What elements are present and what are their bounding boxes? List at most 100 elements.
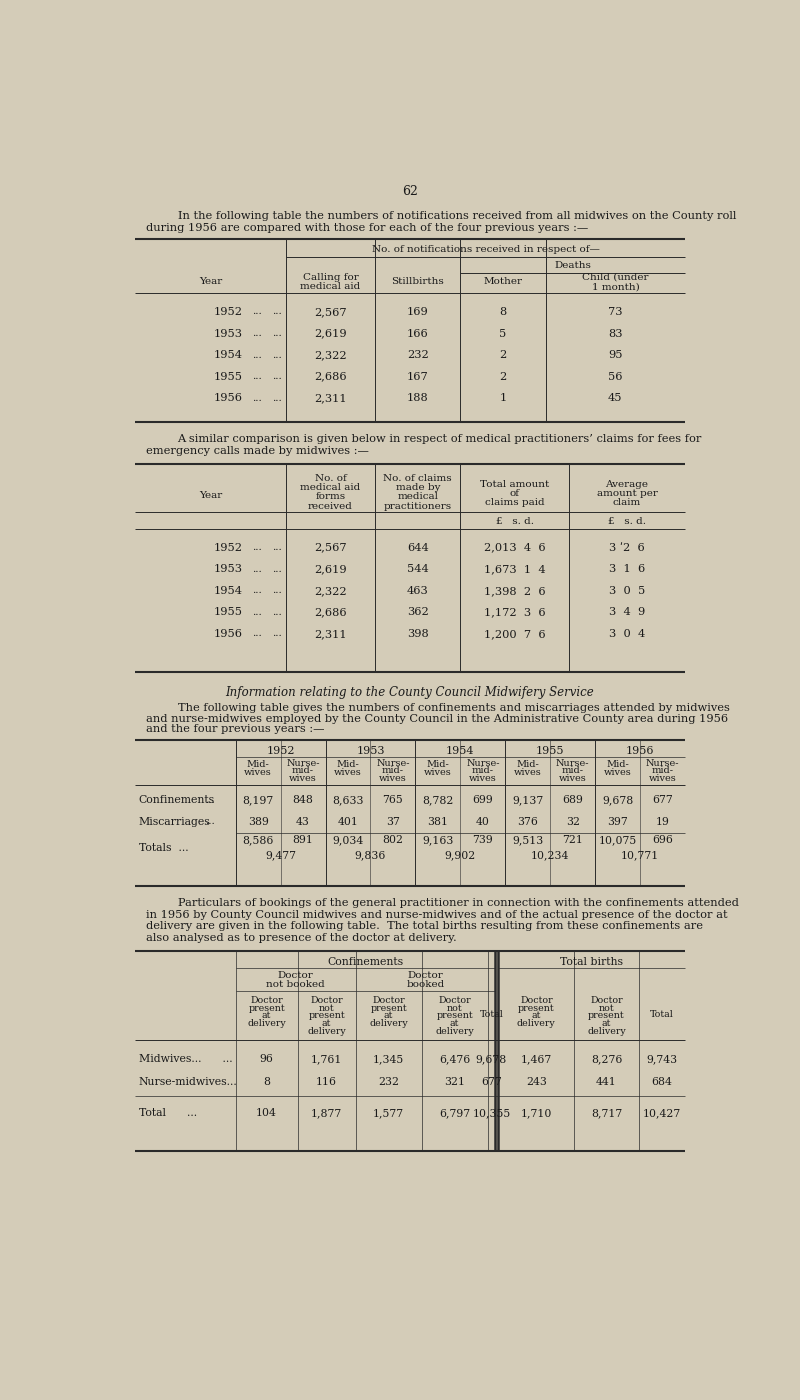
Text: Confinements: Confinements <box>138 795 215 805</box>
Text: during 1956 are compared with those for each of the four previous years :—: during 1956 are compared with those for … <box>146 223 589 232</box>
Text: Nurse-midwives...: Nurse-midwives... <box>138 1077 238 1086</box>
Text: delivery: delivery <box>517 1019 556 1028</box>
Text: 40: 40 <box>476 816 490 827</box>
Text: 1952: 1952 <box>266 746 295 756</box>
Text: mid-: mid- <box>292 766 314 776</box>
Text: ...: ... <box>205 818 215 826</box>
Text: 1,345: 1,345 <box>373 1054 404 1064</box>
Text: 104: 104 <box>256 1107 277 1117</box>
Text: 5: 5 <box>499 329 506 339</box>
Text: 9,836: 9,836 <box>354 851 386 861</box>
Text: 684: 684 <box>651 1077 672 1086</box>
Text: 95: 95 <box>608 350 622 360</box>
Text: Year: Year <box>199 491 222 500</box>
Text: wives: wives <box>379 774 407 783</box>
Text: 9,743: 9,743 <box>646 1054 678 1064</box>
Text: ...: ... <box>252 630 262 638</box>
Text: 56: 56 <box>608 371 622 382</box>
Text: Doctor: Doctor <box>438 995 471 1005</box>
Text: Mid-: Mid- <box>337 760 359 769</box>
Text: 2,567: 2,567 <box>314 543 347 553</box>
Text: ...: ... <box>252 350 262 360</box>
Text: 321: 321 <box>444 1077 465 1086</box>
Text: £   s. d.: £ s. d. <box>608 517 646 526</box>
Text: 1,761: 1,761 <box>311 1054 342 1064</box>
Text: ...: ... <box>272 587 282 595</box>
Text: Total      ...: Total ... <box>138 1107 197 1117</box>
Text: 1956: 1956 <box>214 393 242 403</box>
Text: Deaths: Deaths <box>554 262 591 270</box>
Text: Mother: Mother <box>483 277 522 286</box>
Text: Stillbirths: Stillbirths <box>391 277 444 286</box>
Text: 677: 677 <box>652 795 673 805</box>
Text: 8,586: 8,586 <box>242 836 274 846</box>
Text: booked: booked <box>406 980 445 988</box>
Text: 1954: 1954 <box>214 585 242 596</box>
Text: 1955: 1955 <box>214 371 242 382</box>
Text: wives: wives <box>244 769 272 777</box>
Text: not booked: not booked <box>266 980 325 988</box>
Text: 9,137: 9,137 <box>512 795 543 805</box>
Text: The following table gives the numbers of confinements and miscarriages attended : The following table gives the numbers of… <box>178 703 730 713</box>
Text: 10,075: 10,075 <box>598 836 637 846</box>
Text: 10,234: 10,234 <box>531 851 570 861</box>
Text: 188: 188 <box>407 393 429 403</box>
Text: 8,782: 8,782 <box>422 795 454 805</box>
Text: 6,476: 6,476 <box>439 1054 470 1064</box>
Text: 3 ʹ2  6: 3 ʹ2 6 <box>609 543 645 553</box>
Text: Total: Total <box>650 1009 674 1019</box>
Text: wives: wives <box>334 769 362 777</box>
Text: 8: 8 <box>263 1077 270 1086</box>
Text: ...: ... <box>252 608 262 617</box>
Text: present: present <box>518 1004 554 1012</box>
Text: mid-: mid- <box>472 766 494 776</box>
Text: claim: claim <box>613 498 641 507</box>
Text: 1955: 1955 <box>214 608 242 617</box>
Text: ...: ... <box>272 329 282 337</box>
Text: 891: 891 <box>293 836 314 846</box>
Text: emergency calls made by midwives :—: emergency calls made by midwives :— <box>146 447 370 456</box>
Text: Doctor: Doctor <box>250 995 283 1005</box>
Text: 1 month): 1 month) <box>591 281 639 291</box>
Text: medical aid: medical aid <box>301 281 361 291</box>
Text: delivery: delivery <box>307 1026 346 1036</box>
Text: 2,311: 2,311 <box>314 393 347 403</box>
Text: Nurse-: Nurse- <box>556 759 590 767</box>
Text: A similar comparison is given below in respect of medical practitioners’ claims : A similar comparison is given below in r… <box>178 434 702 444</box>
Text: 3  4  9: 3 4 9 <box>609 608 645 617</box>
Text: delivery are given in the following table.  The total births resulting from thes: delivery are given in the following tabl… <box>146 921 703 931</box>
Text: 848: 848 <box>293 795 314 805</box>
Text: No. of: No. of <box>314 473 346 483</box>
Text: Information relating to the County Council Midwifery Service: Information relating to the County Counc… <box>226 686 594 699</box>
Text: 544: 544 <box>407 564 429 574</box>
Text: 2,619: 2,619 <box>314 329 347 339</box>
Text: 37: 37 <box>386 816 400 827</box>
Text: ...: ... <box>252 543 262 552</box>
Text: Nurse-: Nurse- <box>646 759 679 767</box>
Text: 32: 32 <box>566 816 580 827</box>
Text: ...: ... <box>205 795 215 805</box>
Text: 1,172  3  6: 1,172 3 6 <box>484 608 546 617</box>
Text: and nurse-midwives employed by the County Council in the Administrative County a: and nurse-midwives employed by the Count… <box>146 714 729 724</box>
Text: 689: 689 <box>562 795 583 805</box>
Text: 8,197: 8,197 <box>242 795 274 805</box>
Text: and the four previous years :—: and the four previous years :— <box>146 724 325 735</box>
Text: 1,467: 1,467 <box>521 1054 552 1064</box>
Text: Total births: Total births <box>560 956 623 967</box>
Text: ...: ... <box>272 564 282 574</box>
Text: 9,678: 9,678 <box>602 795 634 805</box>
Text: ...: ... <box>252 308 262 316</box>
Text: 1954: 1954 <box>446 746 474 756</box>
Text: 677: 677 <box>481 1077 502 1086</box>
Text: 1,577: 1,577 <box>373 1107 404 1117</box>
Text: 2,619: 2,619 <box>314 564 347 574</box>
Text: 463: 463 <box>407 585 429 596</box>
Text: 9,902: 9,902 <box>445 851 476 861</box>
Text: ...: ... <box>252 393 262 403</box>
Text: Total amount: Total amount <box>480 480 550 489</box>
Text: present: present <box>588 1011 625 1021</box>
Text: at: at <box>532 1011 541 1021</box>
Text: Nurse-: Nurse- <box>376 759 410 767</box>
Text: 1,877: 1,877 <box>311 1107 342 1117</box>
Text: Total: Total <box>479 1009 503 1019</box>
